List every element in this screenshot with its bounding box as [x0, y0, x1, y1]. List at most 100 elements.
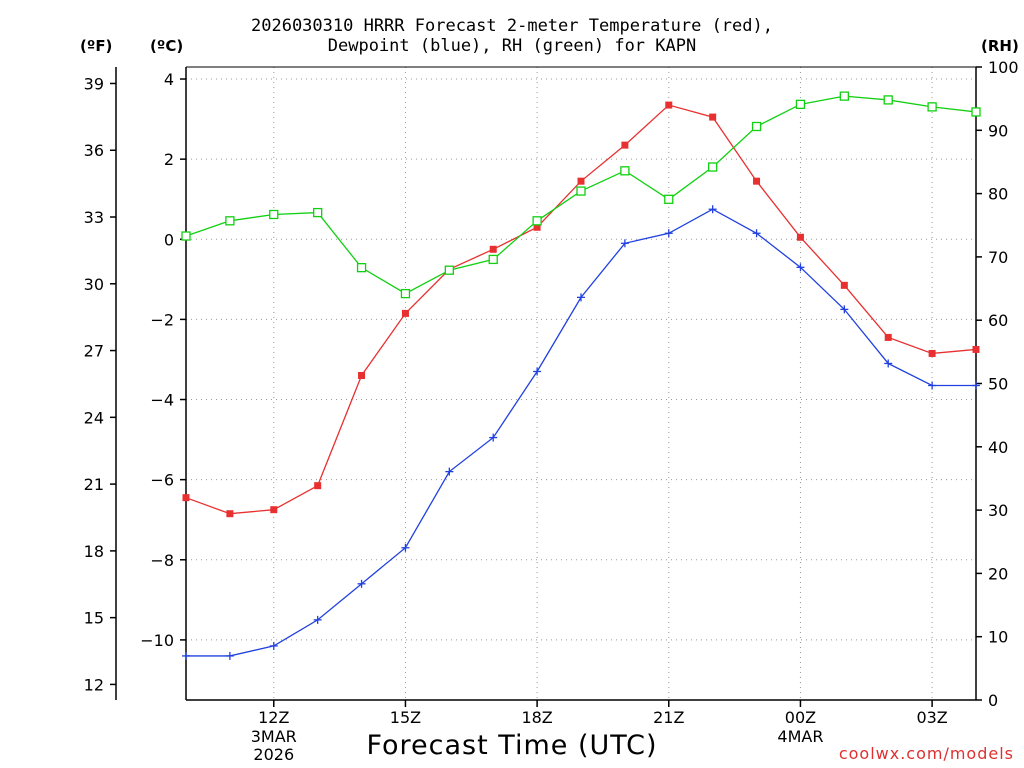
rh-point — [400, 288, 411, 299]
dewpoint-point — [752, 229, 761, 238]
fahrenheit-tick-label: 24 — [84, 408, 104, 427]
temperature-point — [621, 141, 629, 149]
rh-point — [444, 265, 454, 275]
dewpoint-point — [489, 433, 498, 442]
fahrenheit-tick-label: 18 — [84, 542, 104, 561]
celsius-unit-label: (ºC) — [150, 37, 184, 55]
rh-tick-label: 100 — [988, 58, 1019, 77]
celsius-tick-label: 2 — [164, 150, 174, 169]
dewpoint-point — [796, 263, 805, 272]
rh-point — [664, 194, 674, 204]
temperature-point — [840, 281, 848, 289]
x-tick-label: 18Z — [521, 708, 552, 727]
temperature-point — [577, 177, 585, 185]
rh-point — [532, 216, 542, 226]
temperature-point — [928, 349, 936, 357]
dewpoint-point — [972, 381, 980, 390]
temperature-point — [182, 494, 190, 502]
dewpoint-point — [533, 367, 542, 376]
celsius-tick-label: −2 — [150, 310, 174, 329]
fahrenheit-tick-label: 33 — [84, 208, 104, 227]
dewpoint-point — [664, 229, 673, 238]
rh-point — [356, 263, 367, 273]
rh-point — [269, 209, 279, 220]
rh-tick-label: 50 — [988, 375, 1008, 394]
temperature-point — [884, 333, 892, 341]
x-tick-date: 4MAR — [777, 727, 823, 746]
rh-point — [225, 216, 235, 226]
rh-tick-label: 10 — [988, 628, 1008, 647]
chart-title-line2: Dewpoint (blue), RH (green) for KAPN — [327, 36, 697, 56]
rh-point — [708, 162, 718, 172]
temperature-point — [314, 482, 322, 490]
celsius-tick-label: 4 — [164, 70, 174, 89]
chart-title-line1: 2026030310 HRRR Forecast 2-meter Tempera… — [251, 16, 773, 36]
x-tick-label: 12Z — [258, 708, 289, 727]
temperature-point — [533, 223, 541, 231]
temperature-point — [753, 177, 761, 185]
x-tick-label: 15Z — [390, 708, 421, 727]
dewpoint-point — [708, 205, 717, 214]
dewpoint-point — [577, 293, 585, 302]
x-tick-label: 00Z — [785, 708, 816, 727]
dewpoint-point — [269, 641, 278, 650]
fahrenheit-tick-label: 39 — [84, 74, 104, 93]
dewpoint-point — [620, 239, 629, 248]
fahrenheit-tick-label: 12 — [84, 675, 104, 694]
credit-link[interactable]: coolwx.com/models — [838, 744, 1014, 763]
dewpoint-point — [884, 359, 893, 368]
temperature-point — [270, 506, 278, 514]
celsius-tick-label: −4 — [150, 391, 174, 410]
celsius-tick-label: 0 — [164, 230, 174, 249]
rh-point — [488, 254, 498, 265]
fahrenheit-tick-label: 27 — [84, 342, 104, 361]
dewpoint-point — [313, 615, 322, 624]
rh-tick-label: 60 — [988, 311, 1008, 330]
rh-tick-label: 20 — [988, 564, 1008, 583]
temperature-point — [226, 510, 234, 518]
rh-point — [751, 121, 762, 132]
dewpoint-point — [357, 579, 366, 588]
axes: 39363330272421181512420−2−4−6−8−10100908… — [84, 58, 1019, 764]
temperature-point — [709, 113, 717, 121]
x-tick-year: 2026 — [253, 745, 294, 764]
fahrenheit-unit-label: (ºF) — [80, 37, 113, 55]
temperature-point — [665, 101, 673, 109]
rh-point — [927, 102, 937, 112]
fahrenheit-tick-label: 30 — [84, 275, 104, 294]
dewpoint-point — [840, 305, 849, 314]
x-tick-label: 03Z — [916, 708, 947, 727]
rh-point — [576, 186, 586, 196]
dewpoint-point — [182, 651, 190, 660]
rh-point — [839, 91, 849, 101]
gridlines — [186, 67, 976, 700]
fahrenheit-tick-label: 21 — [84, 475, 104, 494]
dewpoint-point — [401, 543, 410, 552]
data-series — [181, 91, 981, 660]
rh-tick-label: 40 — [988, 438, 1008, 457]
rh-point — [620, 166, 630, 176]
temperature-point — [796, 233, 804, 241]
fahrenheit-tick-label: 15 — [84, 609, 104, 628]
temperature-point — [972, 345, 980, 353]
rh-tick-label: 90 — [988, 121, 1008, 140]
rh-point — [181, 231, 191, 241]
rh-point — [883, 95, 893, 105]
x-axis-title: Forecast Time (UTC) — [366, 730, 658, 761]
celsius-tick-label: −10 — [140, 631, 174, 650]
rh-unit-label: (RH) — [981, 37, 1019, 55]
dewpoint-point — [445, 467, 454, 476]
dewpoint-line — [186, 208, 976, 657]
fahrenheit-tick-label: 36 — [84, 141, 104, 160]
rh-tick-label: 80 — [988, 185, 1008, 204]
x-tick-date: 3MAR — [251, 727, 297, 746]
rh-point — [795, 99, 806, 109]
rh-point — [971, 107, 981, 117]
celsius-tick-label: −6 — [150, 471, 174, 490]
temperature-point — [489, 245, 497, 253]
x-tick-label: 21Z — [653, 708, 684, 727]
rh-tick-label: 0 — [988, 691, 998, 710]
temperature-point — [401, 309, 409, 317]
dewpoint-point — [928, 381, 937, 390]
